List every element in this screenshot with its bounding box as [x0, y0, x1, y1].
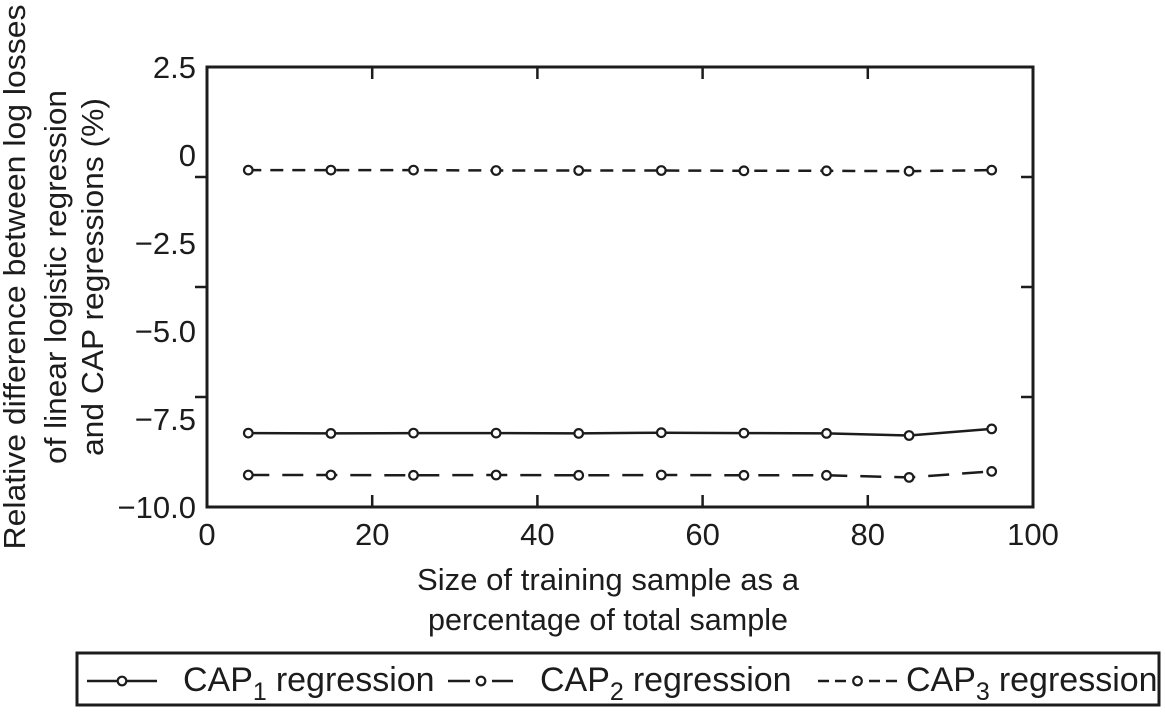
- x-tick-label: 40: [520, 517, 554, 552]
- data-point-marker-cap2-regression: [325, 469, 337, 481]
- y-tick-label: −10.0: [118, 490, 196, 525]
- data-point-marker-cap3-regression: [738, 165, 750, 177]
- data-point-marker-cap2-regression: [738, 469, 750, 481]
- y-tick-label: 0: [179, 138, 196, 173]
- data-point-marker-cap3-regression: [573, 165, 585, 176]
- y-tick-label: −7.5: [135, 402, 196, 437]
- x-tick-label: 0: [198, 517, 215, 552]
- data-point-marker-cap1-regression: [986, 423, 998, 435]
- x-axis-title: Size of training sample as a percentage …: [417, 562, 800, 637]
- left-tick-marks: [195, 175, 207, 399]
- data-point-marker-cap2-regression: [242, 469, 254, 481]
- legend-label-cap2: CAP2 regression: [540, 661, 792, 706]
- legend-label-cap3: CAP3 regression: [906, 661, 1158, 706]
- data-point-marker-cap3-regression: [490, 165, 502, 176]
- data-point-marker-cap2-regression: [821, 469, 832, 481]
- y-axis-title-line-3: and CAP regressions (%): [75, 98, 110, 456]
- y-tick-label: −2.5: [135, 226, 196, 261]
- y-axis-title: Relative difference between log losses o…: [0, 5, 110, 550]
- data-point-marker-cap2-regression: [490, 469, 502, 481]
- data-point-marker-cap3-regression: [986, 164, 998, 176]
- right-tick-marks: [1021, 175, 1033, 399]
- legend: CAP1 regression CAP2 regression CAP3 regres…: [75, 651, 1161, 707]
- data-point-marker-cap3-regression: [325, 164, 337, 176]
- data-series-layer: [242, 164, 998, 483]
- x-tick-label: 20: [355, 517, 389, 552]
- data-point-marker-cap1-regression: [821, 428, 832, 439]
- data-point-marker-cap2-regression: [573, 469, 585, 481]
- legend-item-cap3: CAP3 regression: [818, 661, 1158, 706]
- data-point-marker-cap1-regression: [242, 427, 254, 439]
- x-tick-label: 100: [1007, 517, 1059, 552]
- data-point-marker-cap2-regression: [986, 466, 998, 477]
- legend-open-circle-marker-icon: [116, 675, 128, 687]
- data-point-marker-cap1-regression: [408, 427, 419, 439]
- top-tick-marks: [370, 67, 870, 79]
- bottom-tick-marks: [370, 495, 870, 507]
- data-point-marker-cap1-regression: [325, 428, 337, 439]
- y-axis-title-line-2: of linear logistic regression: [38, 90, 73, 464]
- data-point-marker-cap1-regression: [573, 428, 585, 439]
- legend-label-cap1: CAP1 regression: [183, 661, 435, 706]
- data-point-marker-cap1-regression: [903, 430, 915, 441]
- x-tick-label: 60: [685, 517, 719, 552]
- data-point-marker-cap2-regression: [408, 469, 419, 481]
- legend-box: [75, 651, 1161, 707]
- series-line-cap2-regression: [248, 470, 992, 479]
- y-tick-label: 2.5: [153, 50, 196, 85]
- y-tick-label: −5.0: [135, 314, 196, 349]
- legend-item-cap1: CAP1 regression: [87, 661, 435, 706]
- series-line-cap1-regression: [248, 427, 992, 437]
- x-axis-title-line-2: percentage of total sample: [428, 602, 788, 637]
- legend-open-circle-marker-icon: [475, 675, 487, 687]
- data-point-marker-cap3-regression: [821, 165, 832, 177]
- data-point-marker-cap3-regression: [903, 165, 915, 177]
- legend-item-cap2: CAP2 regression: [448, 661, 792, 706]
- series-line-cap3-regression: [248, 168, 992, 173]
- data-point-marker-cap3-regression: [242, 164, 254, 176]
- y-axis-tick-labels: 2.5 0 −2.5 −5.0 −7.5 −10.0: [118, 50, 196, 525]
- data-point-marker-cap2-regression: [903, 472, 915, 483]
- data-point-marker-cap3-regression: [408, 164, 419, 176]
- axis-tick-marks: [195, 67, 1033, 507]
- x-axis-tick-labels: 0 20 40 60 80 100: [198, 517, 1058, 552]
- data-point-marker-cap3-regression: [655, 165, 667, 176]
- x-axis-title-line-1: Size of training sample as a: [417, 562, 800, 597]
- legend-open-circle-marker-icon: [852, 675, 863, 687]
- y-axis-title-line-1: Relative difference between log losses: [0, 5, 32, 550]
- data-point-marker-cap1-regression: [655, 427, 667, 439]
- data-point-marker-cap1-regression: [490, 427, 502, 439]
- plot-frame: [205, 65, 1035, 509]
- x-tick-label: 80: [851, 517, 885, 552]
- data-point-marker-cap1-regression: [738, 427, 750, 439]
- data-point-marker-cap2-regression: [655, 469, 667, 481]
